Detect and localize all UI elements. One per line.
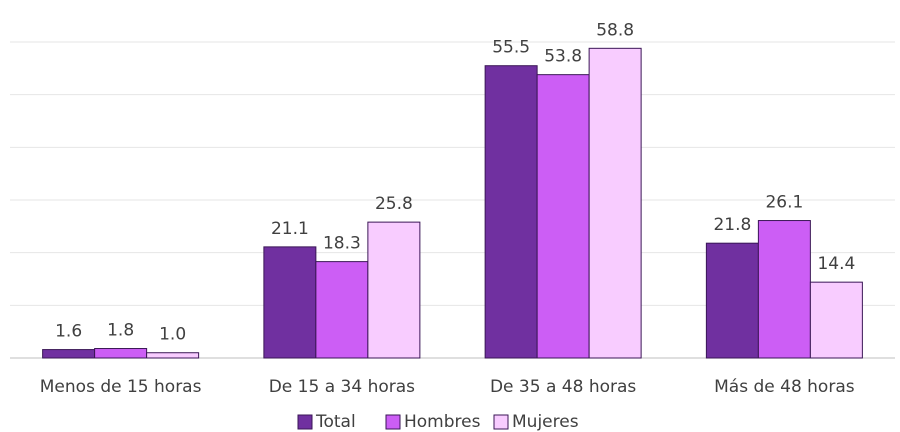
bar xyxy=(536,74,590,359)
legend-swatch xyxy=(385,414,401,430)
bar xyxy=(809,281,863,359)
data-label: 55.5 xyxy=(492,38,530,58)
bar xyxy=(263,246,317,359)
legend-label: Hombres xyxy=(404,412,481,432)
x-tick-label: De 35 a 48 horas xyxy=(490,377,636,397)
bar xyxy=(146,352,200,359)
bar xyxy=(705,242,759,359)
bar xyxy=(757,220,811,359)
data-label: 14.4 xyxy=(817,254,855,274)
x-tick-label: Menos de 15 horas xyxy=(40,377,202,397)
bar xyxy=(484,65,538,359)
data-label: 58.8 xyxy=(596,20,634,40)
bar xyxy=(315,261,369,359)
bar xyxy=(588,47,642,359)
legend-swatch xyxy=(297,414,313,430)
data-label: 21.1 xyxy=(271,219,309,239)
data-label: 1.8 xyxy=(107,321,134,341)
bar xyxy=(42,349,96,359)
bar xyxy=(367,221,421,359)
data-label: 25.8 xyxy=(375,194,413,214)
data-label: 21.8 xyxy=(713,215,751,235)
data-label: 18.3 xyxy=(323,234,361,254)
x-tick-label: Más de 48 horas xyxy=(714,377,855,397)
data-label: 53.8 xyxy=(544,47,582,67)
x-tick-label: De 15 a 34 horas xyxy=(269,377,415,397)
legend-label: Mujeres xyxy=(512,412,579,432)
data-label: 26.1 xyxy=(765,193,803,213)
bar xyxy=(94,348,148,359)
legend-swatch xyxy=(493,414,509,430)
legend-label: Total xyxy=(315,412,356,432)
data-label: 1.6 xyxy=(55,322,82,342)
data-label: 1.0 xyxy=(159,325,186,345)
